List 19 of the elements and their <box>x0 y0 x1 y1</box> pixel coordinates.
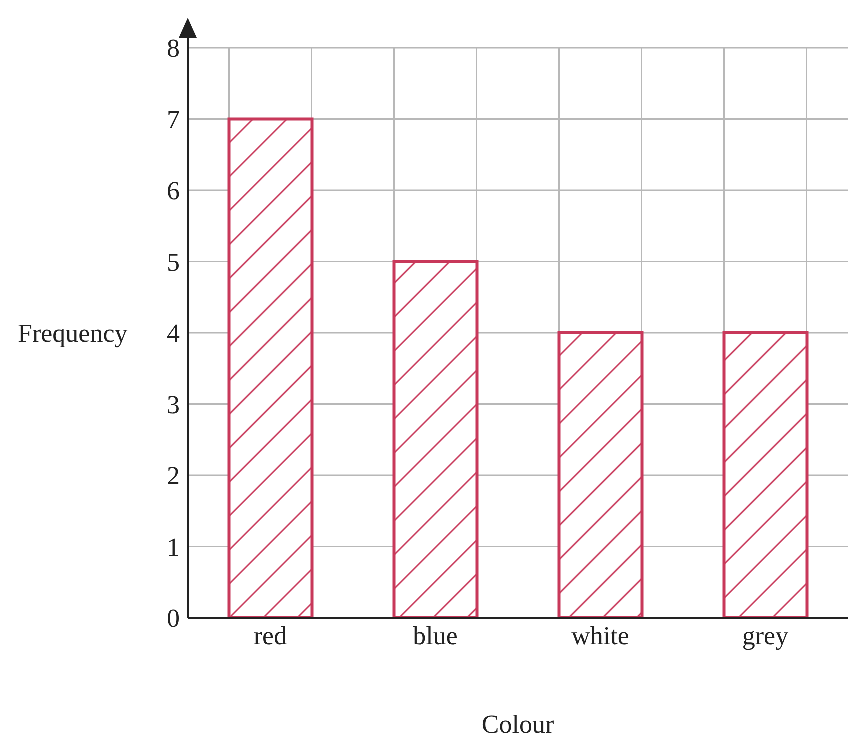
x-tick-label: grey <box>742 621 789 650</box>
bar <box>558 332 644 618</box>
y-tick-label: 6 <box>167 176 180 206</box>
y-tick-label: 3 <box>167 390 180 420</box>
y-tick-label: 1 <box>167 532 180 562</box>
x-axis-title: Colour <box>482 710 554 739</box>
bar <box>722 332 809 618</box>
y-tick-label: 7 <box>167 105 180 134</box>
y-tick-label: 4 <box>167 319 180 348</box>
y-tick-label: 5 <box>167 248 180 277</box>
y-axis-title: Frequency <box>18 319 128 348</box>
y-tick-label: 0 <box>167 604 180 634</box>
bar <box>228 118 314 618</box>
y-tick-label: 2 <box>167 462 180 491</box>
y-tick-label: 8 <box>167 34 180 64</box>
x-tick-label: blue <box>413 621 458 650</box>
bar <box>392 260 479 618</box>
x-tick-label: white <box>572 621 630 650</box>
x-tick-label: red <box>254 621 288 650</box>
